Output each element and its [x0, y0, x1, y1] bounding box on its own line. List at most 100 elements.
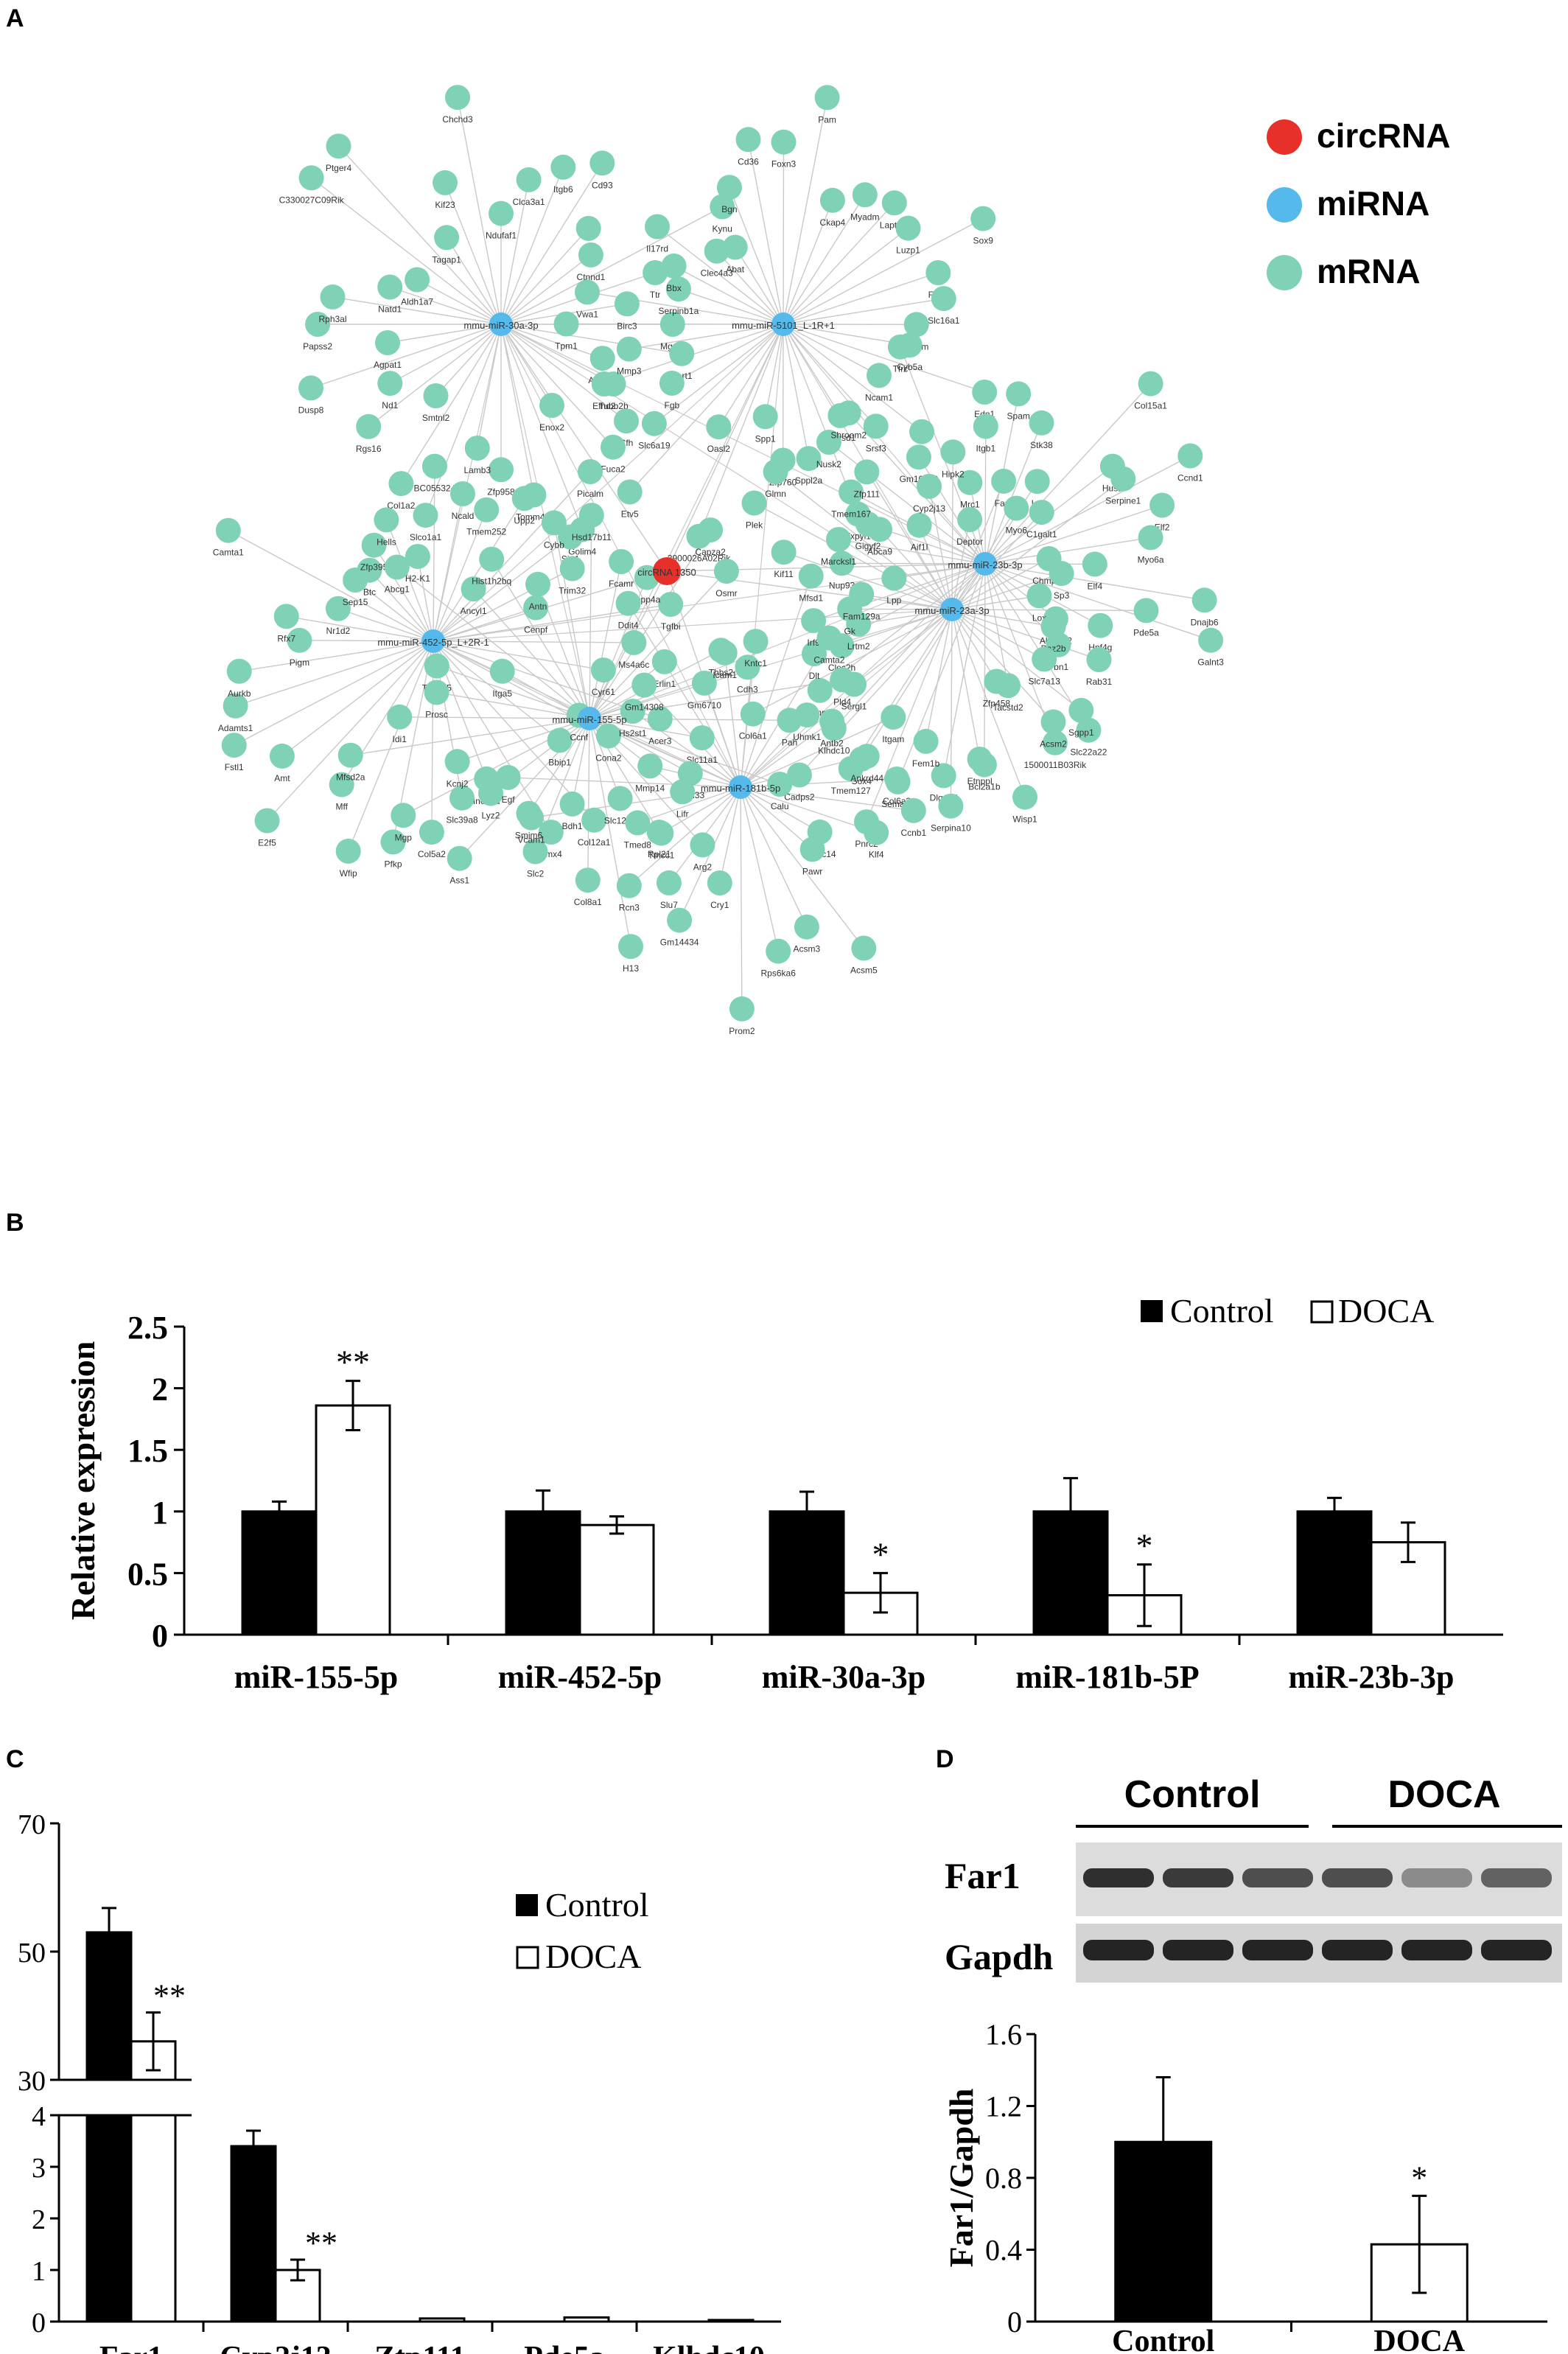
- network-edge: [740, 786, 813, 850]
- network-edge: [740, 716, 894, 788]
- mrna-node-label: Col5a2: [418, 849, 446, 859]
- chart-b-y-tick-label: 2.5: [127, 1310, 168, 1346]
- blot-group-label-doca: DOCA: [1387, 1773, 1500, 1816]
- blot-band-far1: [1401, 1868, 1472, 1887]
- mrna-node-label: Slc6a19: [638, 441, 671, 451]
- network-edge: [589, 661, 665, 719]
- mrna-node-label: Erlin1: [653, 679, 676, 689]
- mrna-node-label: Ttr: [650, 290, 661, 300]
- mrna-node-label: Cadps2: [784, 792, 815, 803]
- mrna-node: [621, 629, 647, 655]
- mrna-node: [226, 658, 252, 684]
- mrna-node: [917, 473, 942, 499]
- mrna-node-label: Ass1: [449, 876, 469, 886]
- mrna-node: [375, 330, 400, 355]
- network-edge: [828, 441, 986, 565]
- mrna-node-label: Spam: [1007, 411, 1030, 421]
- mrna-node: [670, 779, 696, 805]
- chart-c-bar-control: [230, 2145, 277, 2323]
- mrna-node-label: Kif23: [435, 200, 455, 210]
- mrna-node-label: Antb2: [820, 738, 844, 749]
- chart-b-significance: *: [1136, 1527, 1153, 1565]
- mrna-node: [424, 680, 449, 705]
- network-edge: [433, 640, 552, 833]
- network-edge: [984, 422, 1043, 565]
- mrna-node: [615, 590, 641, 616]
- mrna-node: [867, 363, 892, 388]
- mrna-node-label: E2f5: [258, 838, 276, 848]
- network-edge: [286, 615, 434, 642]
- network-edge: [637, 786, 741, 824]
- mrna-node-label: 1500011B03Rik: [1024, 760, 1088, 770]
- mrna-node: [645, 214, 670, 240]
- chart-c-significance: **: [305, 2225, 337, 2261]
- mrna-node: [735, 127, 761, 153]
- mrna-node: [1068, 697, 1094, 723]
- network-edge: [500, 324, 668, 572]
- network-edge: [587, 718, 590, 881]
- mrna-node: [767, 772, 793, 797]
- mrna-node-label: Myadm: [850, 212, 879, 222]
- mrna-node: [802, 641, 827, 667]
- network-edge: [783, 324, 985, 393]
- mrna-node: [609, 549, 634, 574]
- mirna-node-label: mmu-miR-181b-5p: [701, 783, 780, 794]
- network-edge: [354, 579, 434, 642]
- mrna-node: [356, 413, 382, 439]
- network-edge: [385, 520, 434, 642]
- mrna-node: [863, 413, 889, 439]
- network-edge: [925, 609, 953, 742]
- network-edge: [951, 558, 1049, 610]
- mrna-node: [729, 996, 755, 1021]
- network-edge: [879, 528, 953, 610]
- network-edge: [719, 786, 741, 884]
- mrna-node-label: Papss2: [303, 341, 332, 352]
- mrna-node-label: Etnppl: [967, 776, 993, 786]
- chart-c-legend-control-label: Control: [545, 1886, 649, 1924]
- mrna-node-label: Elf4: [1087, 581, 1102, 592]
- mrna-node: [464, 436, 490, 461]
- mrna-node: [616, 873, 642, 898]
- network-edge: [666, 570, 953, 610]
- mrna-node: [801, 608, 827, 634]
- mrna-node-label: Ancyl1: [461, 606, 487, 616]
- mrna-node: [374, 507, 399, 533]
- mrna-node-label: Tagap1: [432, 254, 461, 265]
- network-edge: [433, 536, 571, 642]
- network-edge: [783, 551, 953, 610]
- network-edge: [589, 718, 631, 947]
- mrna-node-label: Mmp14: [635, 783, 665, 793]
- network-edge: [984, 563, 986, 765]
- mrna-node: [445, 85, 470, 111]
- blot-band-far1: [1322, 1868, 1393, 1887]
- mrna-node-label: Birc3: [617, 321, 637, 331]
- mrna-node-label: Picalm: [577, 489, 603, 499]
- mrna-node: [601, 434, 626, 460]
- network-edge: [281, 640, 434, 757]
- mrna-node: [957, 507, 983, 532]
- mrna-node-label: Clec4a3: [701, 268, 733, 279]
- mrna-node: [387, 704, 413, 730]
- network-edge: [850, 609, 953, 769]
- chart-d-significance: *: [1411, 2159, 1427, 2196]
- mrna-node-label: Aurkb: [228, 688, 251, 699]
- mrna-node: [558, 524, 584, 550]
- mrna-node: [1029, 500, 1054, 525]
- mrna-node-label: Srsf3: [866, 443, 886, 453]
- mrna-node-label: Slu7: [660, 900, 678, 910]
- mrna-node: [479, 546, 505, 572]
- mrna-node: [771, 129, 797, 155]
- mrna-node-label: Tmem167: [831, 509, 871, 520]
- mirna-node-label: mmu-miR-23a-3p: [914, 605, 989, 616]
- mrna-node: [690, 832, 715, 858]
- network-edge: [589, 666, 748, 719]
- network-edge: [473, 588, 590, 719]
- network-edge: [589, 529, 711, 719]
- chart-c-category-label: Ztp111: [374, 2341, 466, 2354]
- network-edge: [754, 502, 953, 610]
- mrna-node-label: Ndufaf1: [486, 231, 517, 241]
- mrna-node: [337, 742, 363, 768]
- mrna-node-label: Wfip: [340, 868, 357, 879]
- chart-c-category-label: Cyp2j13: [220, 2341, 332, 2354]
- mrna-node: [819, 708, 844, 734]
